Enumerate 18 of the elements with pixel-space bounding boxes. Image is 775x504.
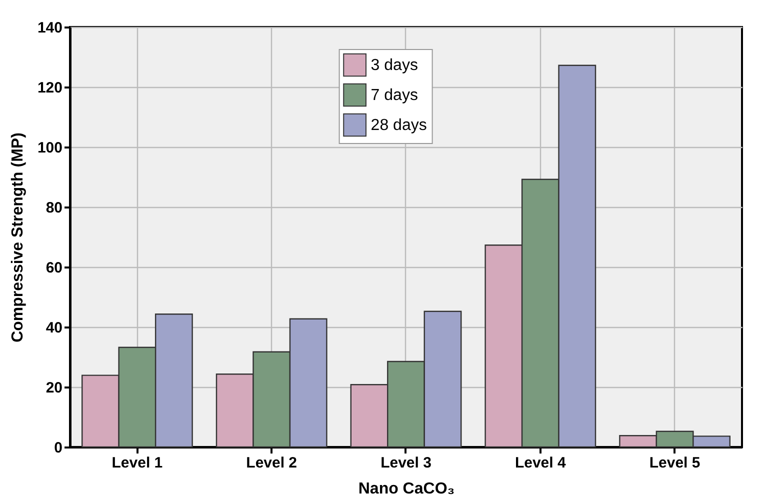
y-tick-label: 60 (46, 260, 62, 276)
legend-label: 7 days (370, 87, 418, 104)
y-axis-title: Compressive Strength (MP) (9, 132, 26, 342)
legend-label: 28 days (370, 117, 427, 134)
y-tick-label: 100 (37, 140, 62, 156)
x-tick-label: Level 4 (514, 454, 566, 472)
x-tick-label: Level 2 (246, 454, 298, 472)
y-tick-label: 120 (37, 80, 62, 96)
y-tick-label: 20 (46, 380, 62, 396)
y-tick-label: 40 (46, 320, 62, 336)
y-tick-label: 140 (37, 20, 62, 36)
x-tick-label: Level 5 (649, 454, 700, 472)
x-tick-label: Level 1 (112, 454, 163, 472)
x-axis-title: Nano CaCO₃ (358, 480, 455, 498)
legend-label: 3 days (370, 57, 418, 74)
y-tick-label: 0 (54, 440, 62, 456)
y-tick-label: 80 (46, 200, 62, 216)
x-tick-label: Level 3 (380, 454, 432, 472)
